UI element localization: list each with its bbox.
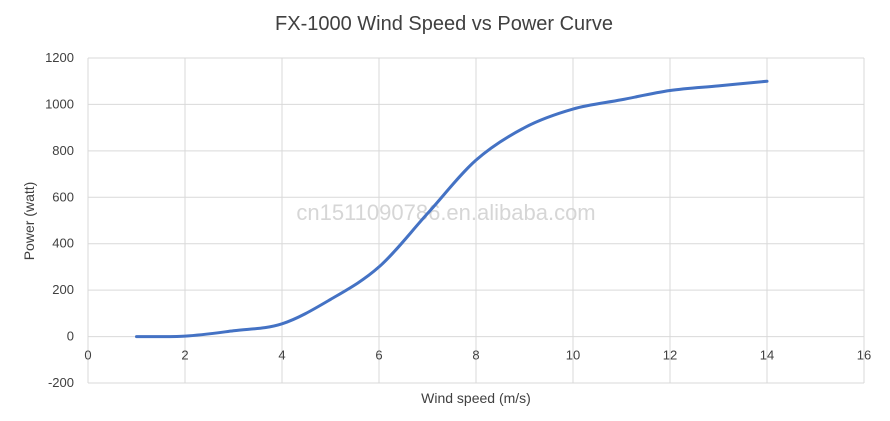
y-tick-label: -200 (48, 375, 74, 390)
power-curve-line (135, 79, 769, 339)
x-tick-label: 2 (181, 348, 188, 363)
y-tick-labels: -200 0 200 400 600 800 1000 1200 (45, 50, 74, 390)
x-tick-label: 14 (760, 348, 774, 363)
y-axis-label: Power (watt) (21, 182, 37, 261)
y-tick-label: 600 (52, 189, 74, 204)
x-tick-label: 16 (857, 348, 871, 363)
x-tick-label: 8 (472, 348, 479, 363)
y-tick-label: 0 (67, 329, 74, 344)
x-tick-label: 0 (84, 348, 91, 363)
y-tick-label: 800 (52, 143, 74, 158)
y-tick-label: 1000 (45, 96, 74, 111)
plot-area (135, 79, 769, 339)
x-tick-labels: 0 2 4 6 8 10 12 14 16 (84, 348, 871, 363)
x-tick-label: 6 (375, 348, 382, 363)
y-tick-label: 1200 (45, 50, 74, 65)
y-tick-label: 400 (52, 236, 74, 251)
watermark: cn1511090786.en.alibaba.com (296, 200, 595, 225)
y-tick-label: 200 (52, 282, 74, 297)
x-tick-label: 10 (566, 348, 580, 363)
x-axis-label: Wind speed (m/s) (421, 390, 531, 406)
chart-title: FX-1000 Wind Speed vs Power Curve (275, 13, 613, 35)
x-tick-label: 12 (663, 348, 677, 363)
x-tick-label: 4 (278, 348, 285, 363)
gridlines (87, 57, 865, 384)
